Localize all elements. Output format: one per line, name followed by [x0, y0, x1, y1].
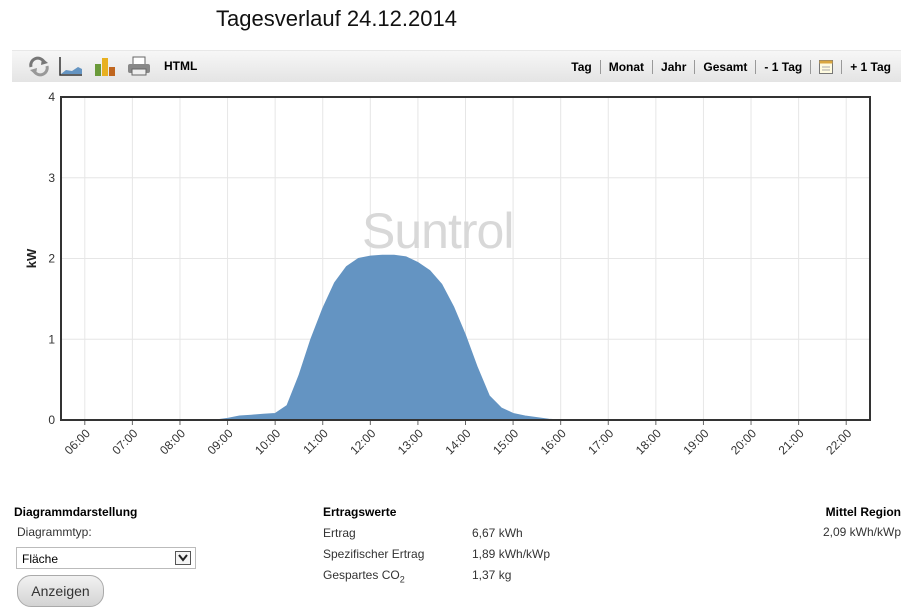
spez-ertrag-value: 1,89 kWh/kWp: [472, 547, 551, 561]
diagramm-heading: Diagrammdarstellung: [14, 505, 138, 519]
bar-chart-icon[interactable]: [92, 55, 118, 77]
nav-gesamt[interactable]: Gesamt: [703, 59, 748, 74]
x-tick-label: 17:00: [585, 426, 616, 457]
co2-subscript: 2: [399, 574, 405, 585]
x-tick-label: 13:00: [395, 426, 426, 457]
x-tick-label: 20:00: [728, 426, 759, 457]
nav-divider: [652, 59, 654, 74]
watermark-logo: Suntrol: [362, 203, 514, 259]
co2-label-text: Gespartes CO: [323, 568, 400, 582]
y-tick-label: 3: [48, 171, 55, 185]
nav-next-day[interactable]: + 1 Tag: [850, 59, 891, 74]
x-tick-label: 11:00: [300, 426, 331, 457]
ertrag-label: Ertrag: [323, 526, 356, 540]
y-tick-label: 1: [48, 332, 55, 346]
html-link[interactable]: HTML: [164, 59, 198, 73]
nav-jahr[interactable]: Jahr: [661, 59, 687, 74]
nav-divider: [755, 59, 757, 74]
print-icon[interactable]: [126, 55, 152, 77]
region-heading: Mittel Region: [825, 505, 901, 519]
nav-divider: [841, 59, 843, 74]
x-tick-label: 06:00: [62, 426, 93, 457]
nav-prev-day[interactable]: - 1 Tag: [764, 59, 803, 74]
diagrammtyp-select[interactable]: Fläche: [16, 547, 196, 569]
x-tick-label: 18:00: [633, 426, 664, 457]
x-tick-label: 22:00: [823, 426, 854, 457]
y-tick-label: 2: [48, 252, 55, 266]
series-area: [215, 254, 561, 421]
x-tick-label: 15:00: [490, 426, 521, 457]
x-tick-label: 08:00: [157, 426, 188, 457]
chevron-down-icon[interactable]: [175, 551, 191, 565]
x-tick-label: 19:00: [680, 426, 711, 457]
diagrammtyp-label: Diagrammtyp:: [17, 525, 92, 539]
region-value: 2,09 kWh/kWp: [822, 525, 901, 539]
power-chart: 0 1 2 3 4 06:00 07:00 08:00 09:00 10:00 11:00 12:00…: [24, 90, 871, 457]
x-tick-label: 12:00: [347, 426, 378, 457]
y-tick-label: 4: [48, 90, 55, 104]
nav-monat[interactable]: Monat: [608, 59, 645, 74]
chart-area: 0 1 2 3 4 06:00 07:00 08:00 09:00 10:00 11:00 12:00…: [0, 88, 919, 468]
nav-divider: [694, 59, 696, 74]
nav-tag[interactable]: Tag: [571, 59, 592, 74]
x-tick-label: 16:00: [538, 426, 569, 457]
co2-value: 1,37 kg: [472, 568, 512, 582]
spez-ertrag-label: Spezifischer Ertrag: [323, 547, 425, 561]
ertrag-value: 6,67 kWh: [472, 526, 523, 540]
x-tick-label: 14:00: [442, 426, 473, 457]
area-chart-icon[interactable]: [58, 55, 84, 77]
page-title: Tagesverlauf 24.12.2014: [216, 6, 457, 31]
x-tick-label: 07:00: [109, 426, 140, 457]
anzeigen-button[interactable]: Anzeigen: [17, 575, 104, 607]
diagrammtyp-value: Fläche: [22, 552, 59, 566]
period-nav: Tag Monat Jahr Gesamt - 1 Tag + 1 Tag: [571, 59, 891, 74]
calendar-icon[interactable]: [819, 59, 834, 74]
y-tick-label: 0: [48, 413, 55, 427]
x-tick-label: 09:00: [205, 426, 236, 457]
refresh-icon[interactable]: [26, 55, 52, 77]
ertrag-heading: Ertragswerte: [323, 505, 397, 519]
nav-divider: [599, 59, 601, 74]
nav-divider: [810, 59, 812, 74]
plot-frame: [60, 96, 871, 421]
x-tick-label: 21:00: [776, 426, 807, 457]
x-tick-label: 10:00: [252, 426, 283, 457]
co2-label: Gespartes CO2: [323, 568, 405, 584]
y-axis-label: kW: [24, 248, 39, 268]
toolbar: HTML Tag Monat Jahr Gesamt - 1 Tag + 1 T…: [12, 50, 901, 82]
